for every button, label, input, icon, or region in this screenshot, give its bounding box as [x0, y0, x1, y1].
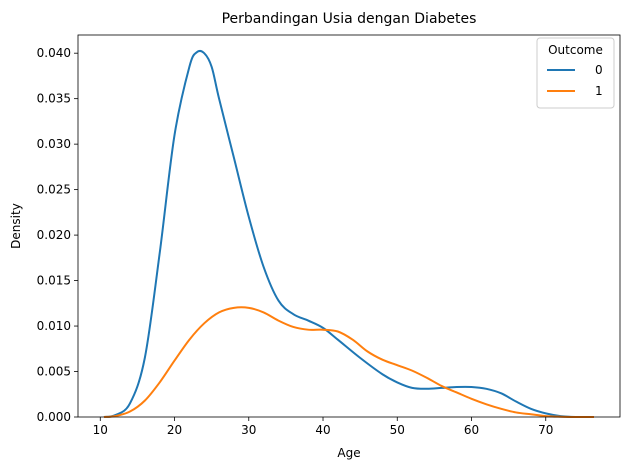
x-tick-label: 50	[390, 423, 405, 437]
series-line-0	[103, 49, 595, 419]
y-axis-label: Density	[9, 203, 23, 249]
x-tick-label: 30	[241, 423, 256, 437]
series-line-1	[103, 306, 595, 419]
y-axis: 0.000 0.005 0.010 0.015 0.020 0.025 0.030 0.035…	[37, 46, 78, 424]
x-tick-label: 40	[315, 423, 330, 437]
x-tick-label: 70	[538, 423, 553, 437]
x-axis-label: Age	[337, 446, 360, 460]
y-tick-label: 0.010	[37, 319, 71, 333]
y-tick-label: 0.040	[37, 46, 71, 60]
x-tick-label: 20	[167, 423, 182, 437]
y-tick-label: 0.015	[37, 274, 71, 288]
y-tick-label: 0.000	[37, 410, 71, 424]
legend-label-0: 0	[595, 63, 603, 77]
x-tick-label: 60	[464, 423, 479, 437]
legend-label-1: 1	[595, 84, 603, 98]
y-tick-label: 0.005	[37, 365, 71, 379]
x-tick-label: 10	[93, 423, 108, 437]
legend: Outcome 0 1	[536, 37, 615, 109]
plot-area	[103, 49, 595, 419]
y-tick-label: 0.025	[37, 183, 71, 197]
y-tick-label: 0.030	[37, 137, 71, 151]
y-tick-label: 0.035	[37, 92, 71, 106]
x-axis: 10 20 30 40 50 60 70	[93, 417, 553, 437]
legend-title: Outcome	[548, 43, 603, 57]
chart-title: Perbandingan Usia dengan Diabetes	[222, 11, 477, 27]
y-tick-label: 0.020	[37, 228, 71, 242]
plot-frame	[77, 34, 621, 418]
